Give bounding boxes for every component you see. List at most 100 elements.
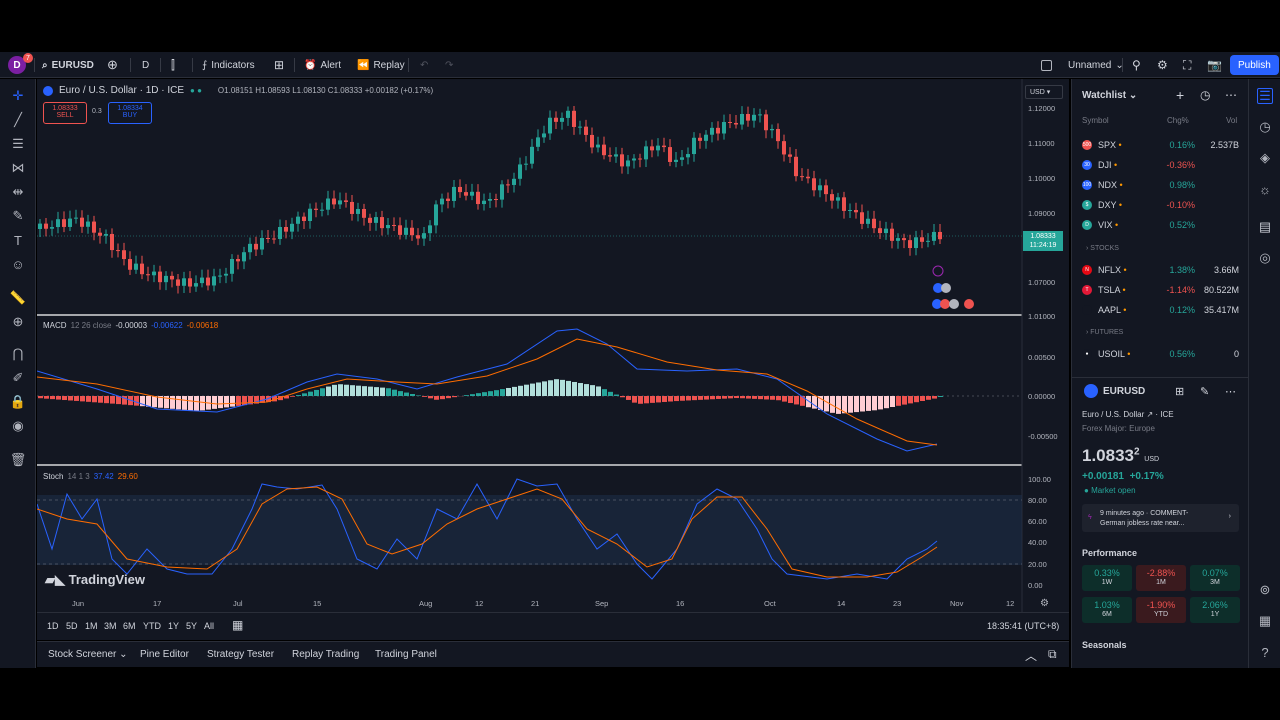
watchlist-row[interactable]: $ DXY • -0.10% bbox=[1072, 195, 1249, 215]
candle-body bbox=[608, 155, 612, 157]
detail-symbol[interactable]: EURUSD bbox=[1103, 386, 1146, 397]
watchlist-row[interactable]: 100 NDX • 0.98% bbox=[1072, 175, 1249, 195]
currency-selector[interactable]: USD ▾ bbox=[1025, 85, 1063, 99]
layout-menu[interactable]: Unnamed ⌄ bbox=[1041, 52, 1124, 78]
watchlist-row[interactable]: ● USOIL • 0.56% 0 bbox=[1072, 344, 1249, 364]
clock[interactable]: 18:35:41 (UTC+8) bbox=[987, 621, 1060, 631]
performance-cell[interactable]: 1.03% 6M bbox=[1082, 597, 1132, 623]
brush-icon[interactable]: ✎ bbox=[12, 208, 24, 223]
ruler-icon[interactable]: 📏 bbox=[9, 290, 27, 305]
section-stocks[interactable]: › STOCKS bbox=[1086, 245, 1119, 252]
watchlist-row[interactable]: N NFLX • 1.38% 3.66M bbox=[1072, 260, 1249, 280]
emoji-icon[interactable]: ☺ bbox=[11, 256, 25, 272]
eye-icon[interactable]: ◉ bbox=[12, 418, 24, 433]
advanced-view-icon[interactable]: ◷ bbox=[1200, 88, 1211, 102]
performance-cell[interactable]: 2.06% 1Y bbox=[1190, 597, 1240, 623]
compare-button[interactable]: ⊕ bbox=[107, 52, 118, 78]
sell-button[interactable]: 1.08333 SELL bbox=[43, 102, 87, 124]
buy-button[interactable]: 1.08334 BUY bbox=[108, 102, 152, 124]
indicators-button[interactable]: ⨍ Indicators bbox=[202, 59, 255, 71]
calendar-icon[interactable]: ▦ bbox=[232, 618, 244, 632]
symbol-search[interactable]: ⌕ EURUSD bbox=[42, 59, 94, 71]
tab-replay-trading[interactable]: Replay Trading bbox=[292, 649, 360, 660]
event-markers[interactable] bbox=[932, 265, 974, 309]
tf-6m[interactable]: 6M bbox=[123, 621, 136, 631]
watchlist-row[interactable]: 500 SPX • 0.16% 2.537B bbox=[1072, 135, 1249, 155]
trendline-icon[interactable]: ╱ bbox=[14, 112, 22, 127]
forecast-icon[interactable]: ⇹ bbox=[12, 184, 24, 199]
tab-pine-editor[interactable]: Pine Editor bbox=[140, 649, 189, 660]
news-item[interactable]: ϟ 9 minutes ago · COMMENT- German jobless… bbox=[1082, 504, 1239, 532]
tf-5d[interactable]: 5D bbox=[66, 621, 78, 631]
trash-icon[interactable]: 🗑 bbox=[9, 452, 27, 467]
edit-icon[interactable]: ✎ bbox=[1200, 386, 1210, 398]
quick-search-icon[interactable]: ⚲ bbox=[1132, 58, 1141, 72]
add-symbol-icon[interactable]: + bbox=[1176, 87, 1185, 103]
pattern-icon[interactable]: ⋈ bbox=[11, 160, 25, 175]
performance-cell[interactable]: -1.90% YTD bbox=[1136, 597, 1186, 623]
chart-area[interactable]: 1.12000 1.11000 1.10000 1.09000 1.07000 1.010… bbox=[37, 79, 1069, 612]
replay-button[interactable]: ⏪ Replay bbox=[357, 59, 405, 71]
tf-ytd[interactable]: YTD bbox=[143, 621, 161, 631]
candles-icon[interactable]: ⫿ bbox=[171, 57, 175, 72]
magnet-icon[interactable]: ⋂ bbox=[12, 346, 24, 361]
col-chg[interactable]: Chg% bbox=[1167, 116, 1189, 125]
more-icon[interactable]: ⋯ bbox=[1225, 88, 1237, 102]
tf-1m[interactable]: 1M bbox=[85, 621, 98, 631]
tf-all[interactable]: All bbox=[204, 621, 215, 631]
tf-5y[interactable]: 5Y bbox=[186, 621, 198, 631]
watchlist-row[interactable]: D VIX • 0.52% bbox=[1072, 215, 1249, 235]
watchlist-icon[interactable]: ☰ bbox=[1257, 88, 1273, 104]
lock-icon[interactable]: 🔒 bbox=[9, 394, 27, 409]
col-symbol[interactable]: Symbol bbox=[1082, 116, 1109, 125]
ideas-icon[interactable]: ☼ bbox=[1259, 181, 1271, 197]
calendar-rail-icon[interactable]: ▦ bbox=[1258, 613, 1272, 628]
macd-bar bbox=[266, 396, 271, 403]
templates-icon[interactable]: ⊞ bbox=[274, 58, 285, 72]
watchlist-row[interactable]: 30 DJI • -0.36% bbox=[1072, 155, 1249, 175]
performance-cell[interactable]: -2.88% 1M bbox=[1136, 565, 1186, 591]
grid-icon[interactable]: ⊞ bbox=[1175, 386, 1185, 398]
notes-icon[interactable]: ▤ bbox=[1258, 219, 1272, 234]
watchlist-row[interactable]: T TSLA • -1.14% 80.522M bbox=[1072, 280, 1249, 300]
col-vol[interactable]: Vol bbox=[1226, 116, 1238, 125]
performance-cell[interactable]: 0.33% 1W bbox=[1082, 565, 1132, 591]
chart-svg[interactable]: 1.12000 1.11000 1.10000 1.09000 1.07000 1.010… bbox=[37, 79, 1069, 612]
watchlist-title[interactable]: Watchlist ⌄ bbox=[1082, 90, 1138, 101]
user-avatar[interactable]: D 7 bbox=[8, 52, 33, 78]
tf-3m[interactable]: 3M bbox=[104, 621, 117, 631]
text-icon[interactable]: T bbox=[14, 232, 22, 248]
macd-bar bbox=[242, 396, 247, 406]
time-tick: Oct bbox=[764, 599, 777, 608]
section-futures[interactable]: › FUTURES bbox=[1086, 329, 1124, 336]
help-icon[interactable]: ? bbox=[1261, 644, 1269, 660]
publish-button[interactable]: Publish bbox=[1230, 55, 1279, 75]
tab-trading-panel[interactable]: Trading Panel bbox=[375, 649, 437, 660]
interval-button[interactable]: D bbox=[142, 59, 150, 71]
streams-icon[interactable]: ◎ bbox=[1259, 250, 1271, 265]
lock-drawing-icon[interactable]: ✐ bbox=[12, 370, 24, 385]
zoom-icon[interactable]: ⊕ bbox=[12, 314, 24, 329]
crosshair-icon[interactable]: ✛ bbox=[12, 88, 24, 103]
performance-cell[interactable]: 0.07% 3M bbox=[1190, 565, 1240, 591]
tab-stock-screener[interactable]: Stock Screener ⌄ bbox=[48, 649, 128, 660]
alerts-icon[interactable]: ◷ bbox=[1259, 119, 1271, 134]
alert-button[interactable]: ⏰ Alert bbox=[304, 59, 342, 71]
fib-icon[interactable]: ☰ bbox=[12, 136, 24, 151]
fullscreen-icon[interactable]: ⛶ bbox=[1183, 57, 1192, 72]
tf-1d[interactable]: 1D bbox=[47, 621, 59, 631]
redo-icon[interactable]: ↷ bbox=[445, 59, 454, 71]
collapse-icon[interactable]: ︿ bbox=[1025, 649, 1038, 663]
watchlist-row[interactable]: AAPL • 0.12% 35.417M bbox=[1072, 300, 1249, 320]
layers-icon[interactable]: ◈ bbox=[1260, 150, 1270, 165]
undo-icon[interactable]: ↶ bbox=[420, 59, 429, 71]
camera-icon[interactable]: 📷 bbox=[1207, 58, 1222, 72]
axis-settings-icon[interactable]: ⚙ bbox=[1040, 598, 1049, 609]
tf-1y[interactable]: 1Y bbox=[168, 621, 180, 631]
detail-more-icon[interactable]: ⋯ bbox=[1225, 386, 1236, 398]
tab-strategy-tester[interactable]: Strategy Tester bbox=[207, 649, 275, 660]
settings-icon[interactable]: ⚙ bbox=[1157, 58, 1168, 72]
chat-icon[interactable]: ▢ bbox=[1258, 219, 1272, 234]
target-icon[interactable]: ⊚ bbox=[1259, 582, 1271, 597]
maximize-icon[interactable]: ⧉ bbox=[1048, 647, 1057, 661]
